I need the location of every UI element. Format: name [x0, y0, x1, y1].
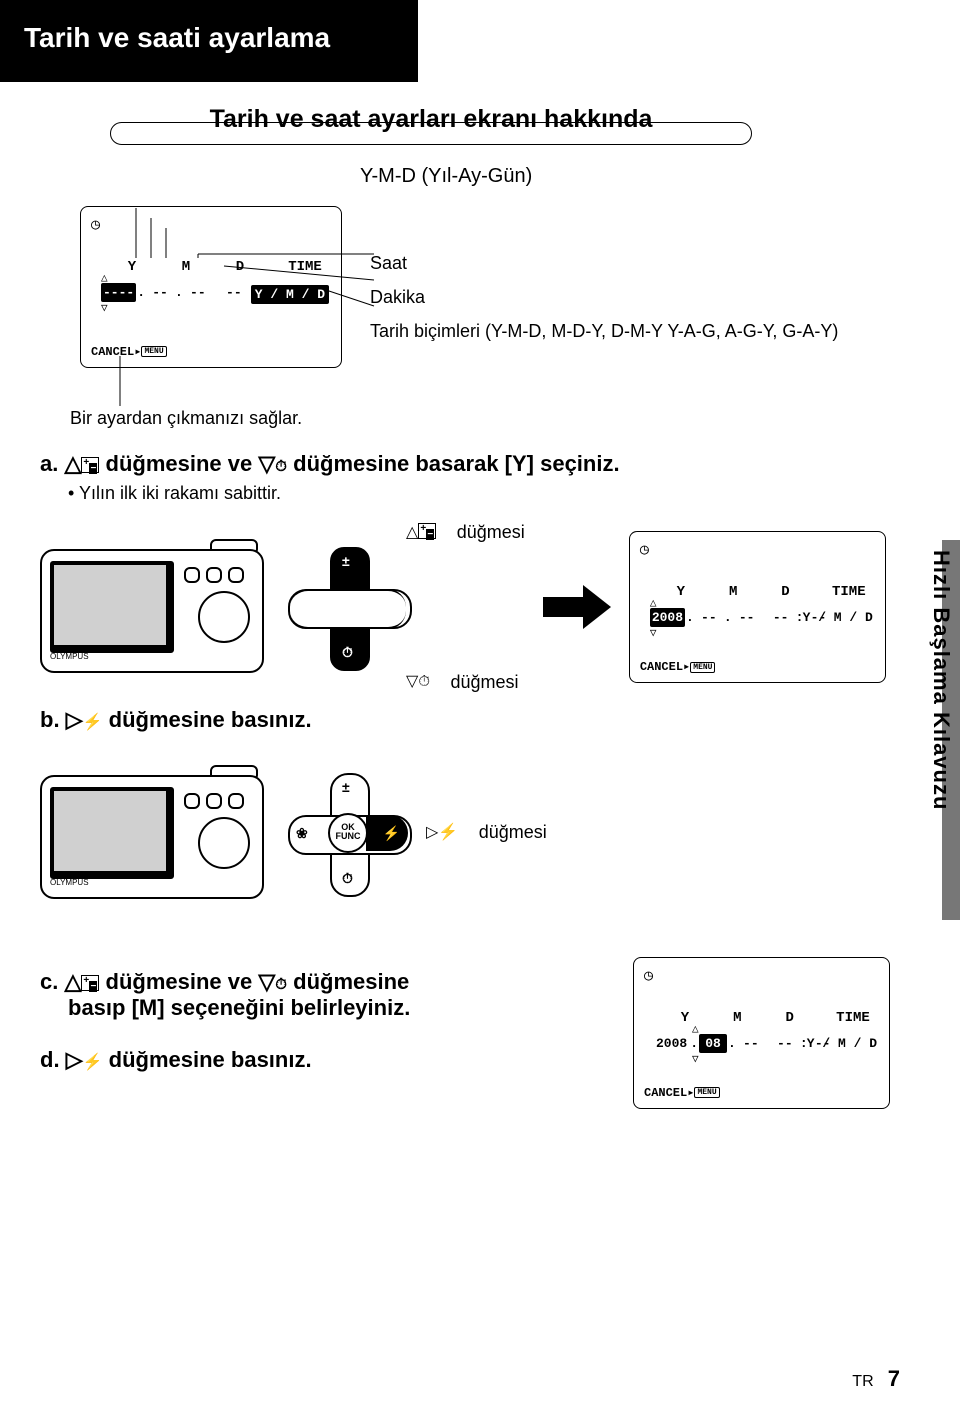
lcd-head-d: D [227, 259, 253, 275]
step-a: a. düğmesine ve düğmesine basarak [Y] se… [40, 451, 960, 504]
label-saat: Saat [370, 246, 838, 280]
btn-label-up: düğmesi [457, 522, 525, 542]
clock-icon: ◷ [640, 540, 649, 559]
step-a-note: Yılın ilk iki rakamı sabittir. [68, 483, 960, 504]
triangle-down-icon [258, 451, 275, 476]
lcd-cancel: CANCEL▸MENU [644, 1085, 720, 1100]
exit-note: Bir ayardan çıkmanızı sağlar. [70, 408, 960, 429]
lcd-hour-cell: -- [220, 285, 248, 300]
lcd-head-time: TIME [281, 259, 329, 275]
step-c: c. düğmesine ve düğmesine basıp [M] seçe… [40, 969, 633, 1021]
lcd-month-cell: -- [146, 285, 174, 300]
lcd-year-cell: 2008 [650, 608, 685, 627]
flash-icon [438, 824, 458, 841]
label-dakika: Dakika [370, 280, 838, 314]
page-title: Tarih ve saati ayarlama [0, 0, 418, 82]
ymd-expansion: Y-M-D (Yıl-Ay-Gün) [360, 165, 960, 188]
arrow-down-icon: ▽ [101, 301, 108, 315]
lcd-header-row: Y M D TIME [672, 1010, 877, 1026]
callout-labels: Saat Dakika Tarih biçimleri (Y-M-D, M-D-… [370, 246, 838, 349]
exposure-icon [418, 523, 436, 539]
lcd-day-cell: -- [184, 285, 212, 300]
step-c-mid: düğmesine [293, 969, 409, 994]
cancel-label: CANCEL [91, 345, 134, 359]
triangle-right-icon [426, 824, 438, 841]
triangle-up-icon [64, 451, 81, 476]
arrow-down-icon: ▽ [692, 1052, 699, 1066]
lcd-format: Y / M / D [803, 610, 873, 625]
step-c-post: basıp [M] seçeneğini belirleyiniz. [68, 995, 410, 1020]
triangle-up-icon [64, 969, 81, 994]
step-a-text-pre: düğmesine ve [106, 451, 259, 476]
triangle-down-icon [258, 969, 275, 994]
step-c-pre: düğmesine ve [106, 969, 259, 994]
dpad-up-glyph: ± [342, 779, 350, 795]
dpad-up-glyph: ± [342, 553, 350, 569]
step-b-label: b. [40, 707, 60, 732]
btn-label-down: düğmesi [450, 672, 518, 692]
ok-func-button[interactable]: OK FUNC [328, 813, 368, 853]
lcd-callout-area: ◷ Y M D TIME △ ---- . -- . -- -- : -- ▽ [70, 206, 960, 368]
clock-icon: ◷ [644, 966, 653, 985]
dpad-right-glyph: ⚡ [383, 825, 400, 842]
step-b-row: OLYMPUS OK FUNC ± ⏱ ❀ ⚡ düğmesi [40, 763, 960, 903]
triangle-up-icon [406, 524, 418, 541]
lcd-format: Y / M / D [807, 1036, 877, 1051]
dpad-down-glyph: ⏱ [342, 644, 353, 661]
clock-icon: ◷ [91, 215, 100, 234]
dpad-down-glyph: ⏱ [342, 870, 353, 887]
dpad-left-glyph: ❀ [296, 825, 308, 842]
timer-icon [418, 673, 430, 690]
arrow-right [543, 585, 611, 629]
dpad-big-vertical: OK FUNC ± ⏱ ❀ ⚡ [288, 547, 408, 667]
triangle-down-icon [406, 673, 418, 690]
step-a-row: OLYMPUS düğmesi OK FUNC ± ⏱ ❀ ⚡ düğmesi [40, 522, 960, 693]
footer-lang: TR [852, 1373, 873, 1390]
arrow-down-icon: ▽ [650, 626, 657, 640]
step-a-label: a. [40, 451, 58, 476]
step-d: d. düğmesine basınız. [40, 1047, 633, 1073]
page-footer: TR 7 [852, 1366, 900, 1392]
section-title: Tarih ve saat ayarları ekranı hakkında [111, 97, 751, 144]
step-b-text: düğmesine basınız. [109, 707, 312, 732]
lcd-year-cell: ---- [101, 283, 136, 302]
lcd-cancel: CANCEL▸MENU [640, 659, 716, 674]
side-tab: Hızlı Başlama Kılavuzu [919, 540, 960, 920]
camera-illustration: OLYMPUS [40, 537, 270, 677]
exposure-icon [81, 457, 99, 473]
lcd-header-row: Y M D TIME [119, 259, 329, 275]
lcd-header-row: Y M D TIME [668, 584, 873, 600]
step-a-text-post: düğmesine basarak [Y] seçiniz. [293, 451, 619, 476]
timer-icon [275, 451, 287, 476]
btn-label-right: düğmesi [479, 822, 547, 842]
menu-icon: MENU [141, 346, 166, 357]
flash-icon [83, 1047, 103, 1072]
side-tab-text: Hızlı Başlama Kılavuzu [928, 550, 954, 810]
section-title-box: Tarih ve saat ayarları ekranı hakkında [110, 122, 752, 145]
lcd-display-step-c: ◷ Y M D TIME △ 2008 . 08 . -- -- : -- ▽ … [633, 957, 890, 1109]
triangle-right-icon [66, 1047, 83, 1072]
footer-page: 7 [888, 1366, 900, 1391]
lcd-year-cell: 2008 [654, 1036, 689, 1051]
dpad-big-right: OK FUNC ± ⏱ ❀ ⚡ [288, 773, 408, 893]
flash-icon [83, 707, 103, 732]
lcd-month-cell: 08 [699, 1034, 727, 1053]
label-format: Tarih biçimleri (Y-M-D, M-D-Y, D-M-Y Y-A… [370, 314, 838, 348]
lcd-head-m: M [173, 259, 199, 275]
lcd-format-cell: Y / M / D [251, 285, 329, 304]
step-b: b. düğmesine basınız. [40, 707, 960, 733]
lcd-display-step-a: ◷ Y M D TIME △ 2008 . -- . -- -- : -- ▽ … [629, 531, 886, 683]
timer-icon [275, 969, 287, 994]
exposure-icon [81, 975, 99, 991]
lcd-head-y: Y [119, 259, 145, 275]
lcd-cancel: CANCEL▸MENU [91, 344, 167, 359]
step-c-label: c. [40, 969, 58, 994]
triangle-right-icon [66, 707, 83, 732]
lcd-display-top: ◷ Y M D TIME △ ---- . -- . -- -- : -- ▽ [80, 206, 342, 368]
camera-illustration: OLYMPUS [40, 763, 270, 903]
page-title-text: Tarih ve saati ayarlama [24, 22, 330, 53]
step-d-label: d. [40, 1047, 60, 1072]
step-d-text: düğmesine basınız. [109, 1047, 312, 1072]
